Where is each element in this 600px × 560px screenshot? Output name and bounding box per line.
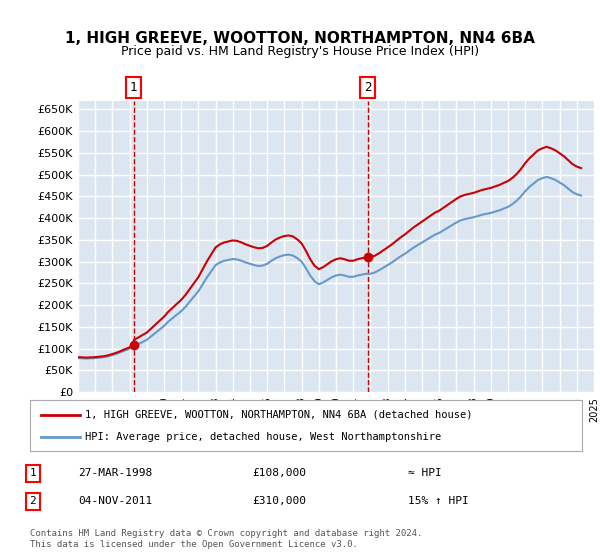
Text: £108,000: £108,000 — [252, 468, 306, 478]
Text: 2: 2 — [364, 81, 371, 94]
Text: £310,000: £310,000 — [252, 496, 306, 506]
Text: 27-MAR-1998: 27-MAR-1998 — [78, 468, 152, 478]
Text: 15% ↑ HPI: 15% ↑ HPI — [408, 496, 469, 506]
Text: 1, HIGH GREEVE, WOOTTON, NORTHAMPTON, NN4 6BA (detached house): 1, HIGH GREEVE, WOOTTON, NORTHAMPTON, NN… — [85, 409, 473, 419]
Text: 2: 2 — [29, 496, 37, 506]
Text: 1: 1 — [29, 468, 37, 478]
Text: 1: 1 — [130, 81, 137, 94]
Text: 1, HIGH GREEVE, WOOTTON, NORTHAMPTON, NN4 6BA: 1, HIGH GREEVE, WOOTTON, NORTHAMPTON, NN… — [65, 31, 535, 46]
Text: HPI: Average price, detached house, West Northamptonshire: HPI: Average price, detached house, West… — [85, 432, 442, 442]
Text: ≈ HPI: ≈ HPI — [408, 468, 442, 478]
Text: Contains HM Land Registry data © Crown copyright and database right 2024.
This d: Contains HM Land Registry data © Crown c… — [30, 529, 422, 549]
Text: 04-NOV-2011: 04-NOV-2011 — [78, 496, 152, 506]
Text: Price paid vs. HM Land Registry's House Price Index (HPI): Price paid vs. HM Land Registry's House … — [121, 45, 479, 58]
